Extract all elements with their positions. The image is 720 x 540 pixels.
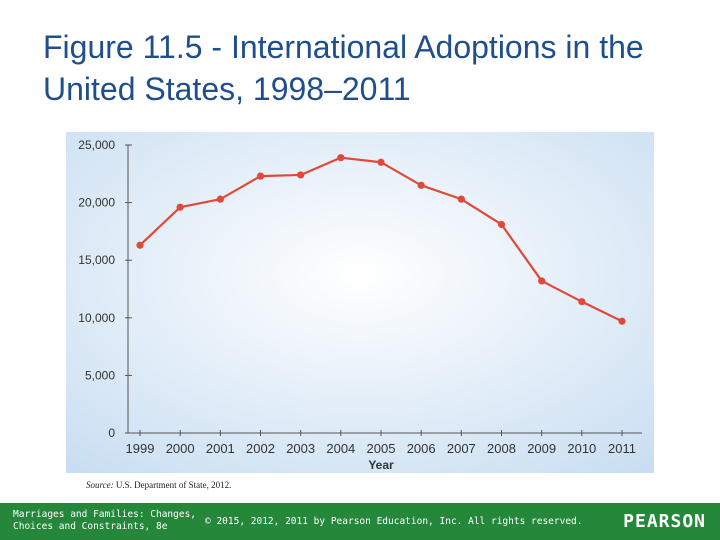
data-point [457, 195, 465, 203]
x-tick-label: 2007 [447, 441, 476, 456]
slide-title: Figure 11.5 - International Adoptions in… [43, 29, 644, 107]
x-tick-label: 2010 [567, 441, 596, 456]
data-point [136, 241, 144, 249]
data-point [417, 181, 425, 189]
data-point [176, 203, 184, 211]
data-point [538, 277, 546, 285]
source-label: Source: [86, 480, 114, 490]
data-point [377, 158, 385, 166]
x-tick-label: 2006 [407, 441, 436, 456]
y-tick-label: 10,000 [78, 311, 115, 325]
footer-bar: Marriages and Families: Changes, Choices… [0, 503, 720, 540]
data-point [256, 172, 265, 180]
x-tick-label: 2005 [367, 441, 396, 456]
y-tick-label: 0 [108, 426, 115, 440]
chart-panel: 0 5,000 10,000 15,000 20,000 25,000 1999 2000 20… [66, 132, 654, 473]
x-tick-label: 2008 [487, 441, 516, 456]
x-tick-label: 2001 [206, 441, 235, 456]
x-tick-label: 1999 [126, 441, 155, 456]
data-point [216, 195, 224, 203]
data-point [337, 154, 345, 162]
chart-background [66, 132, 654, 473]
footer-book-title: Marriages and Families: Changes, Choices… [13, 509, 197, 532]
y-tick-label: 20,000 [78, 196, 115, 210]
x-tick-label: 2000 [166, 441, 195, 456]
source-note: Source: U.S. Department of State, 2012. [86, 480, 231, 490]
y-tick-label: 15,000 [78, 253, 115, 267]
footer-copyright: © 2015, 2012, 2011 by Pearson Education,… [205, 516, 583, 527]
publisher-logo: PEARSON [623, 511, 706, 532]
line-chart: 0 5,000 10,000 15,000 20,000 25,000 1999 2000 20… [66, 132, 654, 473]
x-axis-label: Year [368, 458, 394, 472]
x-tick-label: 2009 [527, 441, 556, 456]
data-point [297, 171, 305, 179]
x-tick-label: 2003 [286, 441, 315, 456]
source-text: U.S. Department of State, 2012. [115, 480, 232, 490]
x-tick-label: 2011 [608, 441, 636, 456]
x-tick-label: 2004 [326, 441, 355, 456]
data-point [618, 317, 626, 325]
data-point [497, 220, 506, 229]
x-tick-label: 2002 [246, 441, 275, 456]
y-tick-label: 25,000 [78, 138, 115, 152]
y-tick-label: 5,000 [85, 368, 115, 382]
data-point [578, 298, 586, 306]
